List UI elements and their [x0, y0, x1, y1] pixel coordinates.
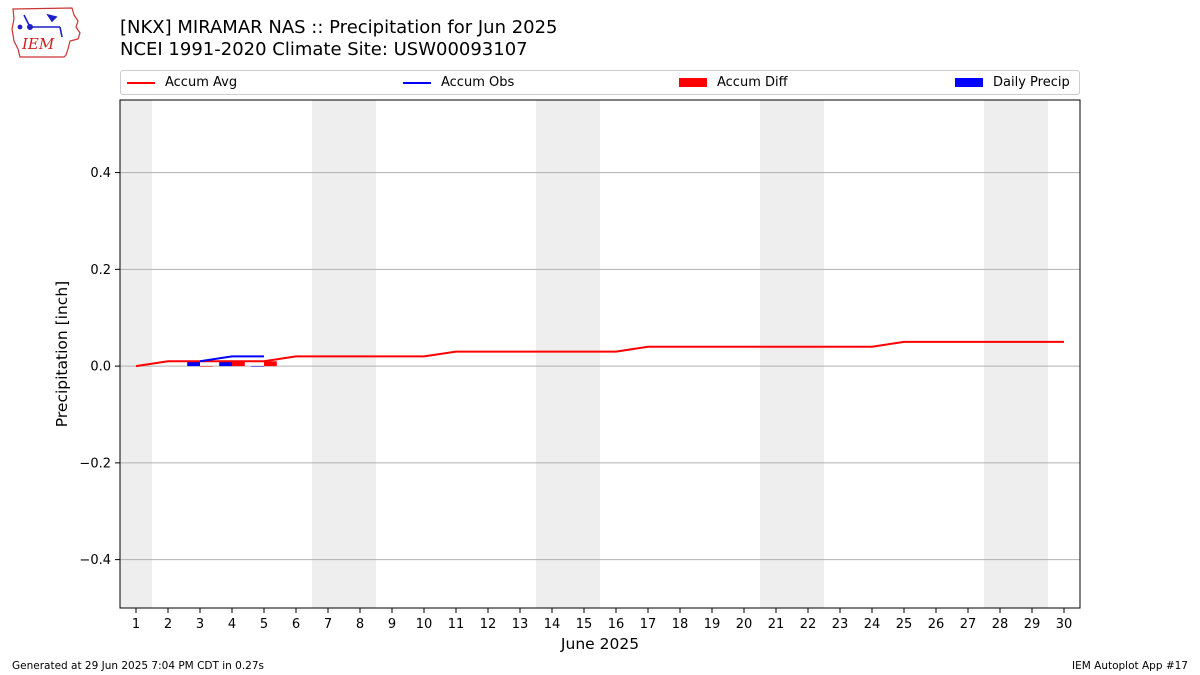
- x-tick-label-2: 3: [196, 617, 204, 632]
- legend-item-accum-avg: Accum Avg: [127, 74, 237, 91]
- x-tick-label-22: 23: [832, 617, 849, 632]
- weekend-shade-1: [312, 100, 376, 608]
- x-tick-label-19: 20: [736, 617, 753, 632]
- x-tick-label-27: 28: [992, 617, 1009, 632]
- x-tick-label-9: 10: [416, 617, 433, 632]
- y-tick-label-2: 0.0: [90, 360, 111, 375]
- legend-label-daily-precip: Daily Precip: [993, 75, 1070, 90]
- x-tick-label-29: 30: [1056, 617, 1073, 632]
- daily-precip-bar-0: [187, 361, 200, 367]
- x-tick-label-8: 9: [388, 617, 396, 632]
- footer-generated: Generated at 29 Jun 2025 7:04 PM CDT in …: [12, 660, 265, 672]
- x-tick-label-20: 21: [768, 617, 785, 632]
- y-tick-label-1: −0.2: [79, 456, 111, 471]
- chart-subtitle: NCEI 1991-2020 Climate Site: USW00093107: [120, 39, 528, 60]
- x-tick-label-10: 11: [448, 617, 465, 632]
- weekend-shade-0: [120, 100, 152, 608]
- accum-diff-bar-2: [264, 361, 277, 367]
- plot-frame: [119, 99, 1081, 609]
- chart-title: [NKX] MIRAMAR NAS :: Precipitation for J…: [120, 17, 558, 38]
- x-tick-label-6: 7: [324, 617, 332, 632]
- legend-item-accum-diff: Accum Diff: [679, 74, 788, 91]
- x-tick-label-16: 17: [640, 617, 657, 632]
- x-tick-label-15: 16: [608, 617, 625, 632]
- x-tick-label-5: 6: [292, 617, 300, 632]
- legend-label-accum-diff: Accum Diff: [717, 75, 788, 90]
- weekend-shade-2: [536, 100, 600, 608]
- x-tick-label-21: 22: [800, 617, 817, 632]
- logo-text: IEM: [21, 35, 55, 53]
- y-tick-label-4: 0.4: [90, 166, 111, 181]
- accum-diff-bar-0: [200, 366, 213, 367]
- x-tick-label-3: 4: [228, 617, 236, 632]
- x-tick-label-4: 5: [260, 617, 268, 632]
- x-tick-label-28: 29: [1024, 617, 1041, 632]
- x-tick-label-17: 18: [672, 617, 689, 632]
- iowa-outline: [11, 7, 81, 58]
- x-axis-label: June 2025: [560, 635, 639, 653]
- daily-precip-bar-1: [219, 361, 232, 367]
- weekend-shade-3: [760, 100, 824, 608]
- legend: Accum Avg Accum Obs Accum Diff Daily Pre…: [120, 70, 1080, 95]
- x-tick-label-12: 13: [512, 617, 529, 632]
- legend-swatch-accum-diff: [679, 78, 707, 87]
- y-tick-label-3: 0.2: [90, 263, 111, 278]
- y-axis-label: Precipitation [inch]: [53, 281, 71, 427]
- x-tick-label-26: 27: [960, 617, 977, 632]
- accum-obs-line: [199, 355, 264, 363]
- legend-item-daily-precip: Daily Precip: [955, 74, 1070, 91]
- x-tick-label-13: 14: [544, 617, 561, 632]
- footer-app-id: IEM Autoplot App #17: [1072, 660, 1188, 672]
- x-tick-label-1: 2: [164, 617, 172, 632]
- iem-logo: IEM: [11, 7, 81, 58]
- daily-precip-bar-2: [251, 366, 264, 367]
- legend-label-accum-avg: Accum Avg: [165, 75, 238, 90]
- x-tick-label-18: 19: [704, 617, 721, 632]
- x-tick-label-23: 24: [864, 617, 881, 632]
- legend-item-accum-obs: Accum Obs: [403, 74, 514, 91]
- legend-label-accum-obs: Accum Obs: [441, 75, 515, 90]
- x-tick-label-0: 1: [132, 617, 140, 632]
- weather-station-icon: [17, 13, 63, 38]
- weekend-shade-4: [984, 100, 1048, 608]
- x-tick-label-25: 26: [928, 617, 945, 632]
- x-tick-label-24: 25: [896, 617, 913, 632]
- legend-swatch-accum-avg: [127, 81, 155, 84]
- accum-avg-line: [135, 340, 1064, 368]
- y-tick-label-0: −0.4: [79, 553, 111, 568]
- x-tick-label-7: 8: [356, 617, 364, 632]
- x-tick-label-11: 12: [480, 617, 497, 632]
- legend-swatch-accum-obs: [403, 81, 431, 84]
- legend-swatch-daily-precip: [955, 78, 983, 87]
- accum-diff-bar-1: [232, 361, 245, 367]
- x-tick-label-14: 15: [576, 617, 593, 632]
